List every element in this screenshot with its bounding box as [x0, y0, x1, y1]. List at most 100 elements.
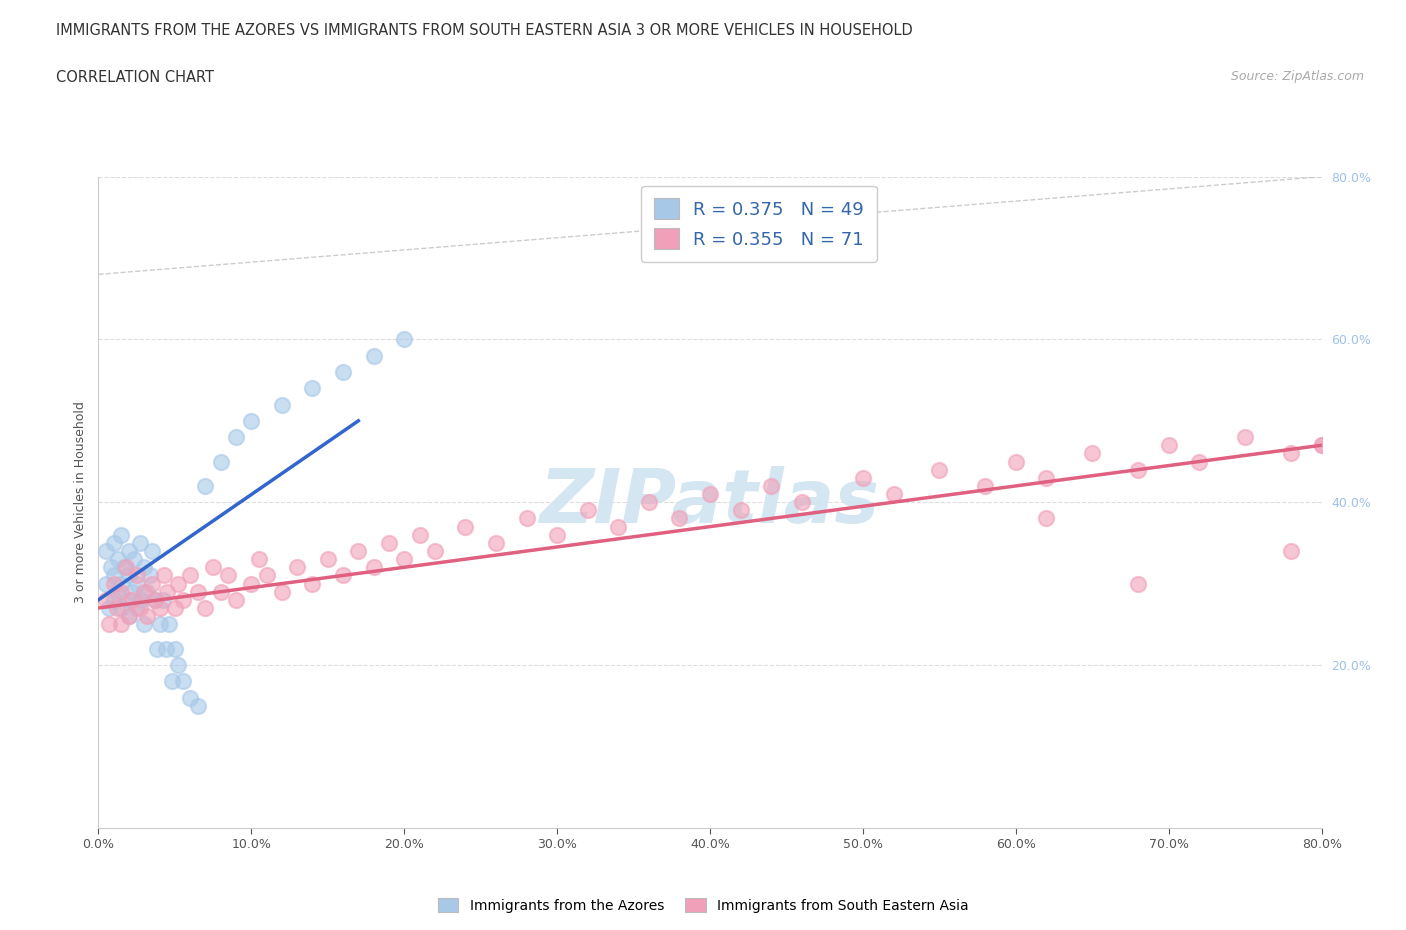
- Point: [155, 642, 177, 657]
- Point: [103, 568, 125, 583]
- Point: [347, 543, 370, 558]
- Point: [172, 674, 194, 689]
- Point: [110, 601, 132, 616]
- Point: [152, 592, 174, 607]
- Point: [153, 568, 176, 583]
- Point: [107, 551, 129, 566]
- Point: [134, 617, 156, 631]
- Point: [1157, 438, 1180, 453]
- Point: [141, 577, 163, 591]
- Point: [103, 536, 125, 551]
- Point: [167, 658, 190, 672]
- Point: [316, 551, 339, 566]
- Point: [256, 568, 278, 583]
- Point: [179, 568, 201, 583]
- Point: [928, 462, 950, 477]
- Point: [883, 486, 905, 501]
- Point: [125, 568, 148, 583]
- Point: [125, 577, 148, 591]
- Point: [141, 543, 163, 558]
- Point: [225, 430, 247, 445]
- Point: [143, 592, 166, 607]
- Point: [270, 397, 292, 412]
- Point: [378, 536, 401, 551]
- Point: [1279, 446, 1302, 461]
- Point: [1081, 446, 1104, 461]
- Point: [730, 503, 752, 518]
- Point: [699, 486, 721, 501]
- Point: [98, 601, 121, 616]
- Point: [136, 584, 159, 599]
- Point: [128, 536, 150, 551]
- Point: [790, 495, 813, 510]
- Point: [129, 592, 152, 607]
- Point: [110, 584, 132, 599]
- Text: CORRELATION CHART: CORRELATION CHART: [56, 70, 214, 85]
- Point: [247, 551, 270, 566]
- Point: [209, 584, 232, 599]
- Point: [1035, 512, 1057, 526]
- Point: [121, 592, 143, 607]
- Point: [194, 479, 217, 494]
- Point: [607, 519, 630, 534]
- Point: [363, 560, 385, 575]
- Point: [668, 512, 690, 526]
- Point: [149, 617, 172, 631]
- Point: [363, 349, 385, 364]
- Point: [167, 577, 190, 591]
- Point: [1310, 438, 1333, 453]
- Point: [240, 577, 263, 591]
- Point: [240, 414, 263, 429]
- Point: [576, 503, 599, 518]
- Point: [301, 577, 323, 591]
- Point: [94, 543, 117, 558]
- Point: [110, 577, 132, 591]
- Point: [546, 527, 568, 542]
- Point: [118, 543, 141, 558]
- Point: [118, 568, 141, 583]
- Point: [1128, 577, 1150, 591]
- Point: [94, 592, 117, 607]
- Point: [392, 551, 416, 566]
- Point: [217, 568, 239, 583]
- Point: [143, 592, 166, 607]
- Point: [332, 568, 354, 583]
- Point: [139, 568, 162, 583]
- Point: [285, 560, 308, 575]
- Point: [974, 479, 997, 494]
- Point: [118, 592, 141, 607]
- Point: [1035, 471, 1057, 485]
- Point: [209, 454, 232, 469]
- Point: [187, 698, 209, 713]
- Text: IMMIGRANTS FROM THE AZORES VS IMMIGRANTS FROM SOUTH EASTERN ASIA 3 OR MORE VEHIC: IMMIGRANTS FROM THE AZORES VS IMMIGRANTS…: [56, 23, 912, 38]
- Point: [115, 560, 138, 575]
- Point: [134, 560, 156, 575]
- Point: [485, 536, 508, 551]
- Point: [157, 617, 180, 631]
- Point: [103, 592, 125, 607]
- Point: [122, 551, 145, 566]
- Point: [332, 365, 354, 379]
- Point: [100, 560, 122, 575]
- Text: ZIPatlas: ZIPatlas: [540, 466, 880, 538]
- Point: [125, 601, 148, 616]
- Point: [1188, 454, 1211, 469]
- Point: [423, 543, 446, 558]
- Point: [121, 584, 143, 599]
- Point: [172, 592, 194, 607]
- Y-axis label: 3 or more Vehicles in Household: 3 or more Vehicles in Household: [73, 401, 87, 604]
- Point: [852, 471, 875, 485]
- Point: [1234, 430, 1257, 445]
- Point: [1128, 462, 1150, 477]
- Point: [110, 617, 132, 631]
- Point: [301, 381, 323, 396]
- Point: [408, 527, 430, 542]
- Point: [516, 512, 538, 526]
- Point: [1004, 454, 1026, 469]
- Point: [1279, 543, 1302, 558]
- Legend: R = 0.375   N = 49, R = 0.355   N = 71: R = 0.375 N = 49, R = 0.355 N = 71: [641, 186, 877, 261]
- Point: [94, 577, 117, 591]
- Point: [392, 332, 416, 347]
- Point: [105, 584, 128, 599]
- Point: [118, 609, 141, 624]
